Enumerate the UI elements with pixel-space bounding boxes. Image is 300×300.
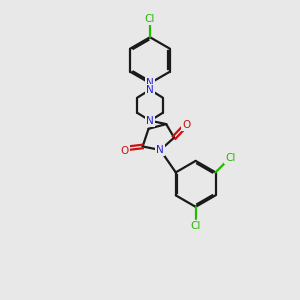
Text: N: N <box>146 78 154 88</box>
Text: N: N <box>156 145 164 155</box>
Text: O: O <box>182 120 190 130</box>
Text: N: N <box>146 85 154 95</box>
Text: Cl: Cl <box>145 14 155 24</box>
Text: Cl: Cl <box>190 221 201 231</box>
Text: Cl: Cl <box>226 153 236 163</box>
Text: O: O <box>121 146 129 156</box>
Text: N: N <box>146 116 154 126</box>
